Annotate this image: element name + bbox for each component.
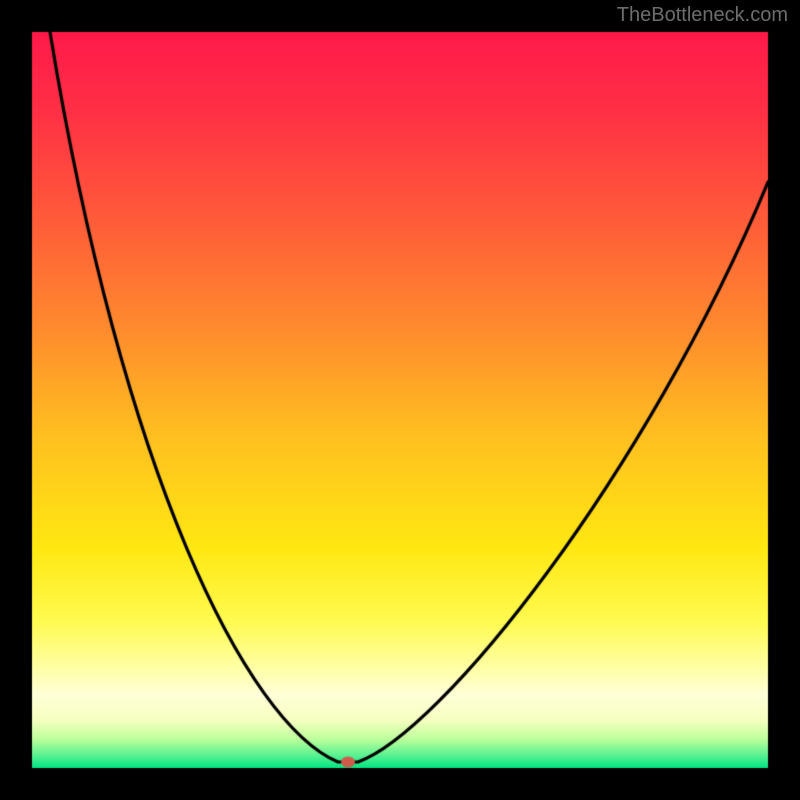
- chart-container: TheBottleneck.com: [0, 0, 800, 800]
- watermark-text: TheBottleneck.com: [617, 4, 788, 27]
- bottleneck-chart-canvas: [0, 0, 800, 800]
